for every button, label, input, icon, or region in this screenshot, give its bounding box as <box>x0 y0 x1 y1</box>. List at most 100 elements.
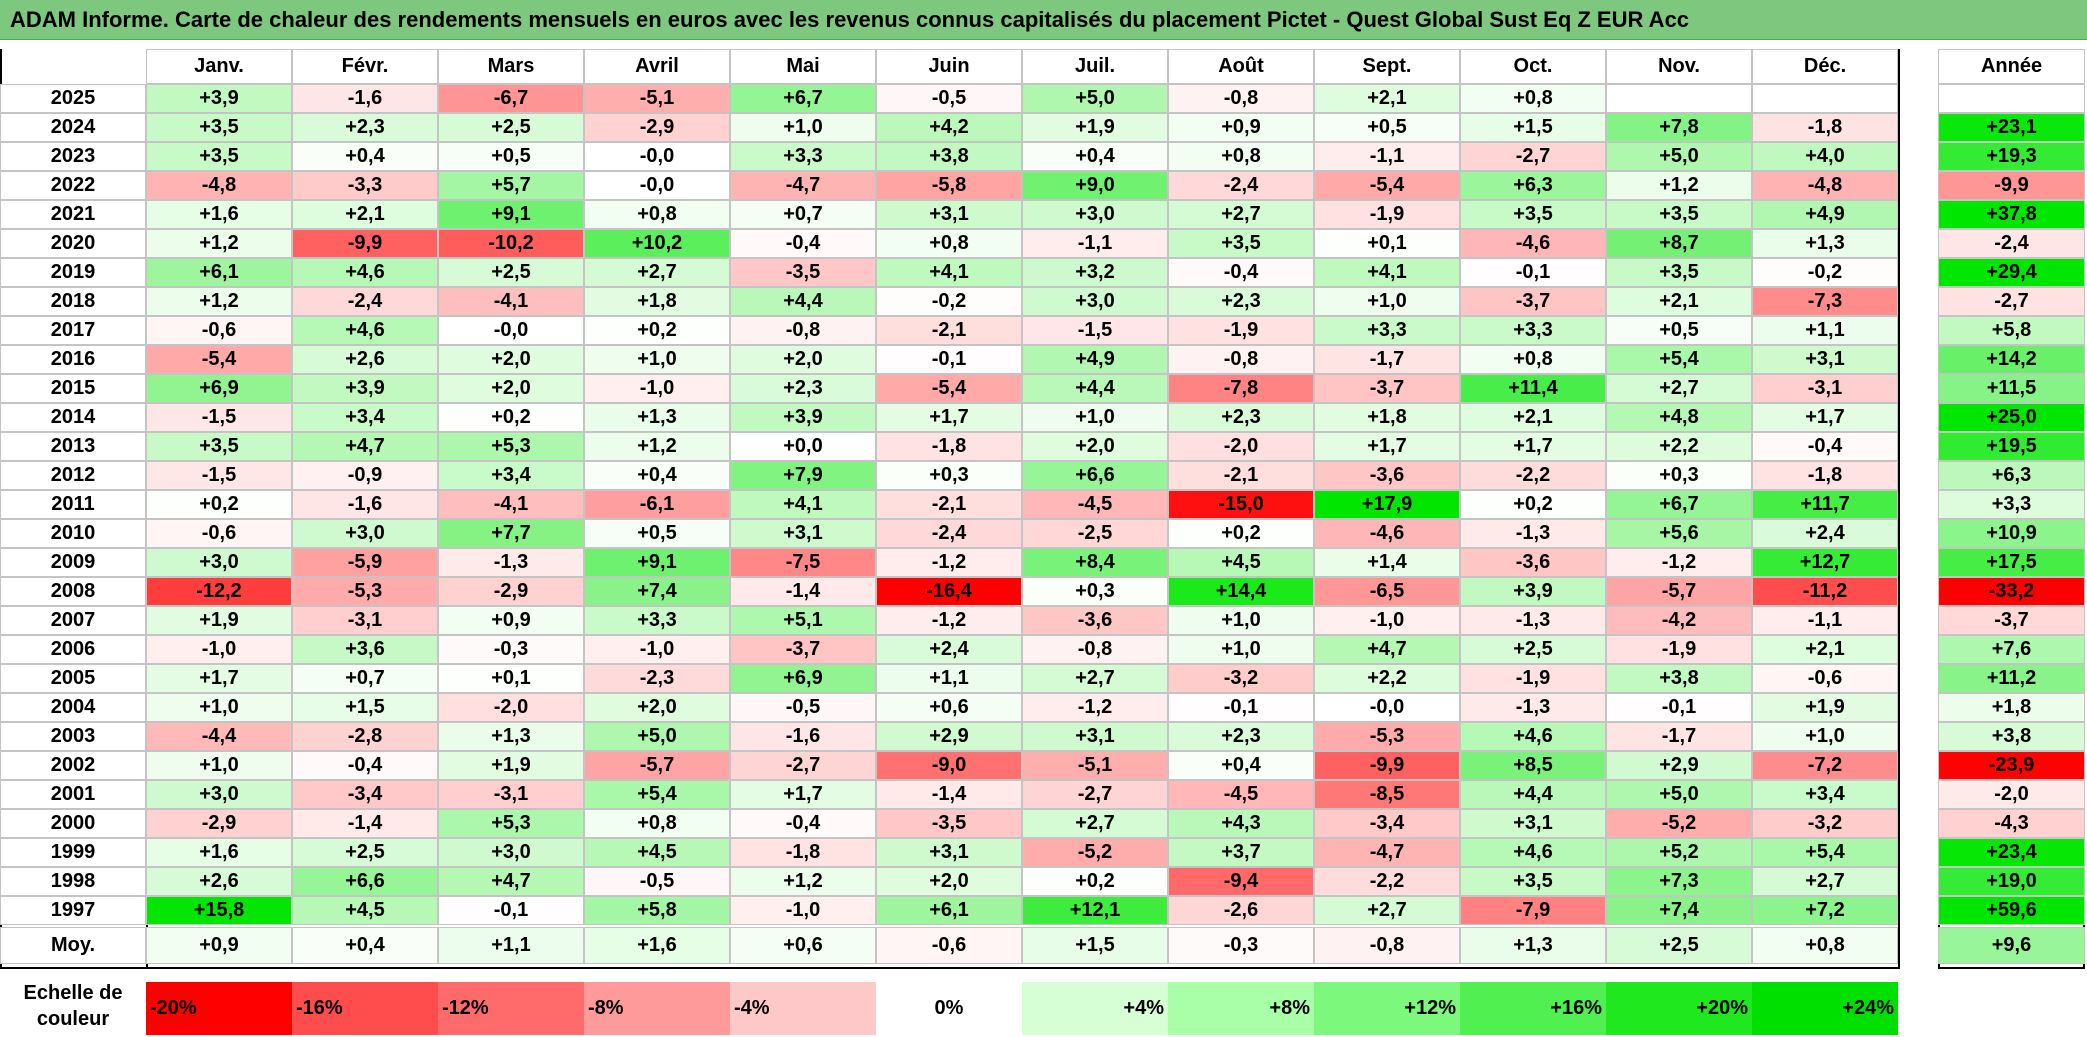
heatmap-cell: -1,4 <box>876 780 1022 809</box>
heatmap-cell: -16,4 <box>876 577 1022 606</box>
heatmap-cell: +1,0 <box>146 751 292 780</box>
heatmap-cell: +0,5 <box>438 142 584 171</box>
heatmap-cell: +3,9 <box>292 374 438 403</box>
heatmap-cell: -3,6 <box>1314 461 1460 490</box>
average-cell: +0,4 <box>292 927 438 964</box>
heatmap-cell: +3,5 <box>1606 258 1752 287</box>
heatmap-cell: -1,8 <box>1752 113 1898 142</box>
heatmap-cell: -1,6 <box>730 722 876 751</box>
heatmap-cell: +1,7 <box>146 664 292 693</box>
average-cell: +1,5 <box>1022 927 1168 964</box>
year-label: 2003 <box>0 722 146 751</box>
heatmap-cell: +12,1 <box>1022 896 1168 925</box>
heatmap-cell: +2,0 <box>438 374 584 403</box>
heatmap-cell: +1,0 <box>584 345 730 374</box>
heatmap-cell: -3,2 <box>1752 809 1898 838</box>
heatmap-cell: +3,1 <box>1752 345 1898 374</box>
heatmap-cell: +2,6 <box>292 345 438 374</box>
heatmap-cell: +1,7 <box>1752 403 1898 432</box>
heatmap-cell: +3,4 <box>438 461 584 490</box>
heatmap-cell: -1,8 <box>876 432 1022 461</box>
heatmap-cell: -1,7 <box>1314 345 1460 374</box>
year-label: 2009 <box>0 548 146 577</box>
annual-cell: -4,3 <box>1938 809 2085 838</box>
heatmap-cell: -5,4 <box>876 374 1022 403</box>
heatmap-cell: +3,1 <box>1460 809 1606 838</box>
heatmap-cell: +0,5 <box>1606 316 1752 345</box>
heatmap-cell: +2,7 <box>1314 896 1460 925</box>
heatmap-cell: -5,9 <box>292 548 438 577</box>
heatmap-cell: -5,7 <box>1606 577 1752 606</box>
annual-cell: +10,9 <box>1938 519 2085 548</box>
heatmap-cell: -3,1 <box>1752 374 1898 403</box>
heatmap-cell: +3,5 <box>146 142 292 171</box>
heatmap-cell: +3,9 <box>146 84 292 113</box>
year-label: 2005 <box>0 664 146 693</box>
heatmap-cell: +0,2 <box>1460 490 1606 519</box>
heatmap-cell: -9,9 <box>1314 751 1460 780</box>
heatmap-cell: +4,7 <box>292 432 438 461</box>
annual-cell: +11,2 <box>1938 664 2085 693</box>
heatmap-cell: -9,4 <box>1168 867 1314 896</box>
heatmap-cell: -4,6 <box>1460 229 1606 258</box>
heatmap-cell: +11,4 <box>1460 374 1606 403</box>
heatmap-cell: -5,3 <box>1314 722 1460 751</box>
heatmap-cell: -1,4 <box>730 577 876 606</box>
heatmap-cell: +1,1 <box>1752 316 1898 345</box>
year-label: 2014 <box>0 403 146 432</box>
heatmap-cell: +2,1 <box>1314 84 1460 113</box>
year-label: 2024 <box>0 113 146 142</box>
color-scale-swatch: -16% <box>292 982 438 1035</box>
heatmap-cell: +5,4 <box>584 780 730 809</box>
heatmap-cell: +0,9 <box>438 606 584 635</box>
annual-cell: -9,9 <box>1938 171 2085 200</box>
heatmap-cell: +0,3 <box>1606 461 1752 490</box>
heatmap-cell: +3,0 <box>146 780 292 809</box>
heatmap-cell: +6,9 <box>146 374 292 403</box>
heatmap-cell: -0,1 <box>438 896 584 925</box>
average-cell: -0,3 <box>1168 927 1314 964</box>
annual-cell <box>1938 84 2085 113</box>
heatmap-cell: +0,7 <box>292 664 438 693</box>
heatmap-cell: -1,3 <box>1460 693 1606 722</box>
heatmap-cell: +4,5 <box>292 896 438 925</box>
annual-cell: +6,3 <box>1938 461 2085 490</box>
heatmap-cell: -2,8 <box>292 722 438 751</box>
heatmap-cell: -5,4 <box>146 345 292 374</box>
heatmap-cell: +3,1 <box>1022 722 1168 751</box>
heatmap-cell: +6,7 <box>1606 490 1752 519</box>
heatmap-cell <box>1752 84 1898 113</box>
heatmap-cell: -2,1 <box>876 490 1022 519</box>
heatmap-cell: -4,7 <box>1314 838 1460 867</box>
annual-cell: +3,3 <box>1938 490 2085 519</box>
month-header: Août <box>1168 49 1314 84</box>
heatmap-cell: +1,0 <box>730 113 876 142</box>
heatmap-cell: +2,4 <box>1752 519 1898 548</box>
heatmap-cell: +1,2 <box>1606 171 1752 200</box>
annual-cell: -2,7 <box>1938 287 2085 316</box>
year-label: 2004 <box>0 693 146 722</box>
heatmap-cell: +0,7 <box>730 200 876 229</box>
heatmap-cell: +0,5 <box>584 519 730 548</box>
heatmap-cell: +1,4 <box>1314 548 1460 577</box>
heatmap-cell: +2,1 <box>1606 287 1752 316</box>
heatmap-cell: +2,3 <box>1168 403 1314 432</box>
heatmap-cell: +3,5 <box>1460 867 1606 896</box>
heatmap-cell: -2,7 <box>730 751 876 780</box>
heatmap-cell: +1,5 <box>1460 113 1606 142</box>
heatmap-cell: -1,7 <box>1606 722 1752 751</box>
heatmap-cell: +2,6 <box>146 867 292 896</box>
month-header: Janv. <box>146 49 292 84</box>
heatmap-cell: +6,6 <box>292 867 438 896</box>
month-header: Juil. <box>1022 49 1168 84</box>
month-header: Sept. <box>1314 49 1460 84</box>
heatmap-cell: +7,7 <box>438 519 584 548</box>
heatmap-cell: +0,4 <box>292 142 438 171</box>
heatmap-cell: -1,2 <box>1606 548 1752 577</box>
average-cell: -0,6 <box>876 927 1022 964</box>
heatmap-cell: +3,3 <box>584 606 730 635</box>
heatmap-cell: +0,2 <box>1022 867 1168 896</box>
heatmap-cell: -2,3 <box>584 664 730 693</box>
month-header: Juin <box>876 49 1022 84</box>
heatmap-cell: +2,7 <box>584 258 730 287</box>
